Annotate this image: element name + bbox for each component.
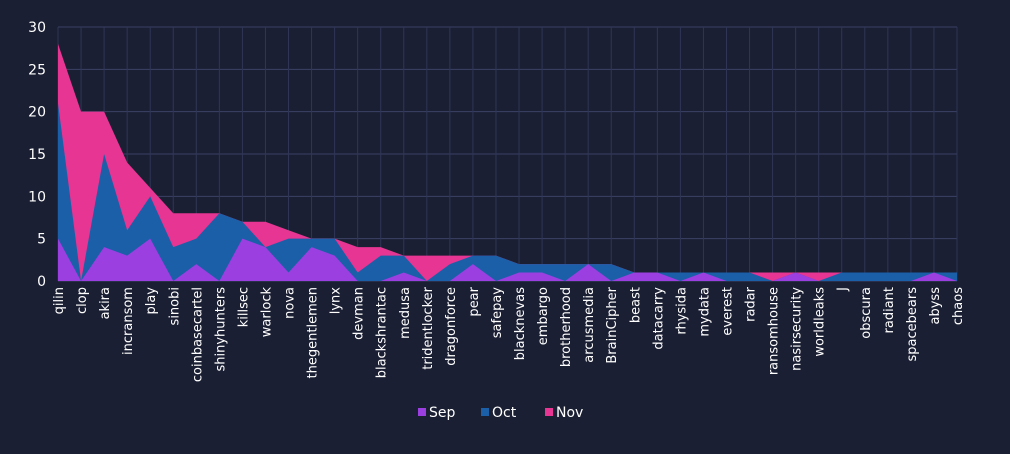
x-tick-label: coinbasecartel	[190, 287, 205, 382]
x-tick-label: play	[144, 287, 159, 315]
x-tick-label: BrainCipher	[605, 286, 620, 363]
x-tick-label: worldleaks	[813, 287, 828, 357]
legend-swatch-oct	[481, 408, 489, 416]
y-tick-label: 20	[28, 105, 46, 121]
x-tick-label: shinyhunters	[213, 287, 228, 372]
x-tick-label: killsec	[236, 287, 251, 327]
x-tick-label: mydata	[697, 287, 712, 337]
x-tick-label: nasirsecurity	[790, 287, 805, 371]
legend-swatch-sep	[418, 408, 426, 416]
x-tick-label: abyss	[928, 287, 943, 325]
x-tick-label: radar	[744, 286, 759, 322]
x-tick-label: blackshrantac	[375, 287, 390, 378]
x-tick-label: ransomhouse	[767, 287, 782, 375]
x-tick-label: lynx	[329, 287, 344, 315]
legend: Sep Oct Nov	[418, 405, 583, 421]
y-axis-tick-labels: 0 5 10 15 20 25 30	[28, 20, 46, 290]
y-tick-label: 5	[37, 232, 46, 248]
x-tick-label: pear	[467, 286, 482, 316]
series-area-sep	[58, 238, 957, 281]
x-tick-label: thegentlemen	[306, 287, 321, 378]
x-tick-label: warlock	[259, 287, 274, 338]
y-tick-label: 10	[28, 189, 46, 205]
y-tick-label: 15	[28, 147, 46, 163]
x-tick-label: sinobi	[167, 287, 182, 325]
legend-label-oct: Oct	[492, 405, 517, 421]
x-tick-label: J	[836, 287, 851, 292]
x-tick-label: medusa	[398, 287, 413, 339]
y-tick-label: 30	[28, 20, 46, 36]
x-tick-label: safepay	[490, 287, 505, 339]
x-tick-label: radiant	[882, 287, 897, 333]
x-tick-label: devman	[352, 287, 367, 340]
x-tick-label: spacebears	[905, 287, 920, 362]
series-areas	[58, 43, 957, 281]
x-axis-tick-labels: qilin clop akira incransom play sinobi coinbas…	[52, 286, 966, 382]
x-tick-label: rhysida	[674, 287, 689, 335]
x-tick-label: everest	[720, 287, 735, 336]
x-tick-label: obscura	[859, 287, 874, 339]
x-tick-label: nova	[283, 287, 298, 319]
x-tick-label: akira	[98, 287, 113, 319]
x-tick-label: clop	[75, 287, 90, 314]
legend-label-nov: Nov	[556, 405, 583, 421]
x-tick-label: qilin	[52, 287, 67, 314]
y-tick-label: 0	[37, 274, 46, 290]
series-area-oct	[58, 103, 957, 281]
x-tick-label: dragonforce	[444, 287, 459, 366]
y-tick-label: 25	[28, 62, 46, 78]
legend-swatch-nov	[545, 408, 553, 416]
x-tick-label: embargo	[536, 287, 551, 345]
x-tick-label: beast	[628, 287, 643, 323]
x-tick-label: incransom	[121, 287, 136, 355]
x-tick-label: blacknevas	[513, 287, 528, 360]
legend-label-sep: Sep	[429, 405, 456, 421]
x-tick-label: datacarry	[651, 287, 666, 350]
x-tick-label: brotherhood	[559, 287, 574, 367]
x-tick-label: chaos	[951, 287, 966, 325]
x-tick-label: arcusmedia	[582, 287, 597, 363]
x-tick-label: tridentlocker	[421, 286, 436, 369]
